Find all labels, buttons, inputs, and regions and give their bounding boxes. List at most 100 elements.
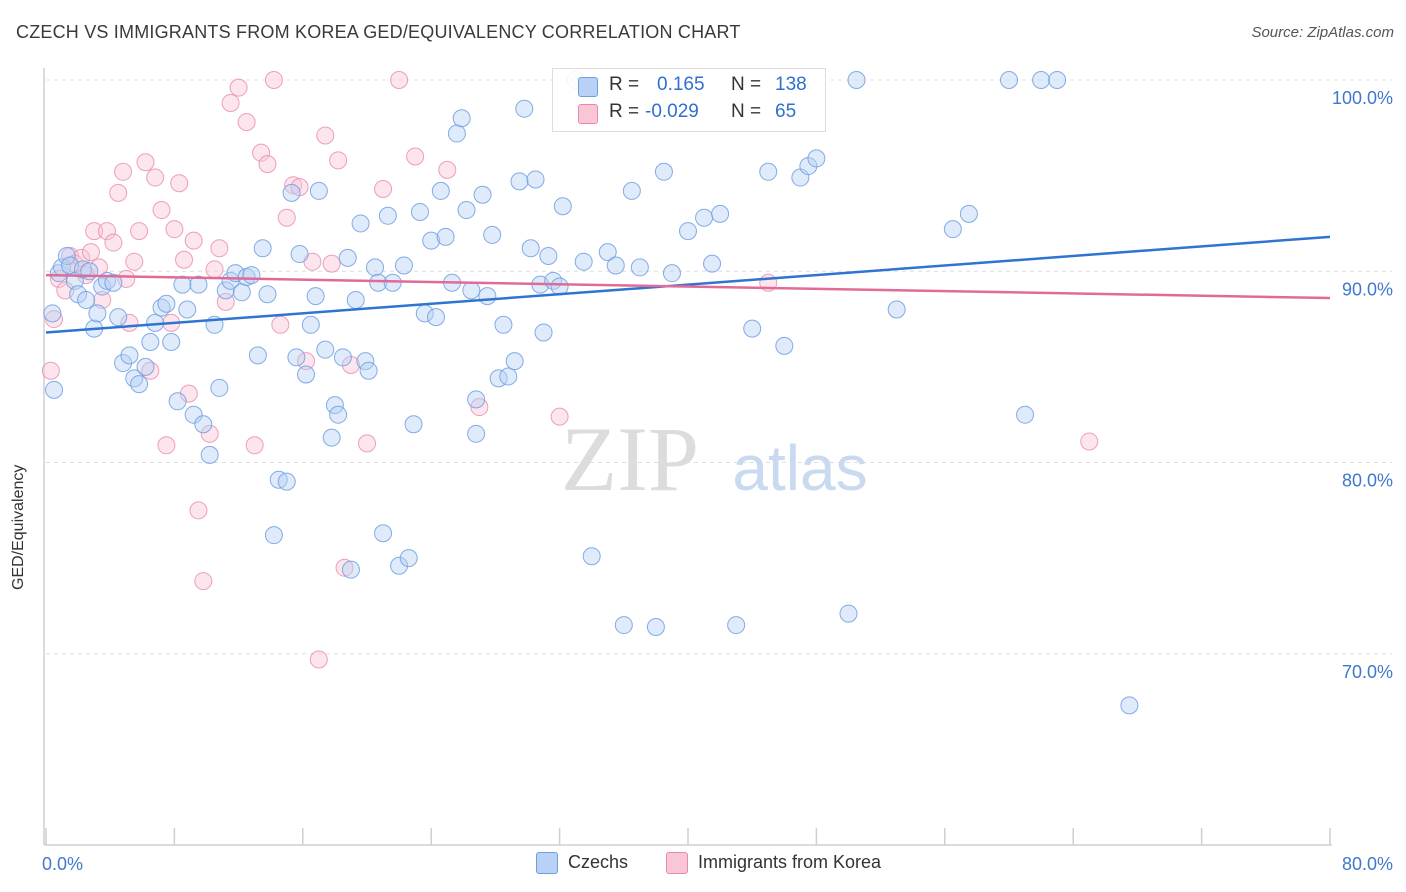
czech-point [473,185,492,204]
czechs-trend-line [45,235,1331,334]
czech-point [839,604,858,623]
czech-point [346,290,365,309]
korea-point [229,78,248,97]
czech-point [695,208,714,227]
korea-point [271,315,290,334]
czech-point [505,352,524,371]
czech-point [168,392,187,411]
czech-point [467,424,486,443]
czechs-legend-label: Czechs [568,852,629,872]
korea-point [264,71,283,89]
czech-point [309,181,328,200]
korea-point [210,239,229,258]
czech-point [57,246,76,265]
korea-point [277,208,296,227]
stats-legend: R = 0.165 N = 138 R = -0.029 N = 65 [552,68,826,132]
czech-point [662,264,681,283]
y-tick-label: 90.0% [1342,279,1393,299]
korea-point [322,254,341,273]
czech-point [329,405,348,424]
czech-point [521,239,540,258]
czech-point [114,354,133,373]
czech-point [287,348,306,367]
czech-point [847,71,866,89]
czech-point [574,252,593,271]
czech-point [374,524,393,543]
source-note: Source: ZipAtlas.com [1251,24,1394,41]
x-tick-label: 0.0% [42,854,83,874]
korea-point [221,93,240,112]
czech-point [1120,696,1139,715]
czech-point [109,308,128,327]
czech-point [356,352,375,371]
czech-point [136,357,155,376]
czech-point [366,258,385,277]
korea-point [200,424,219,443]
czech-point [646,617,665,636]
gridlines [46,79,1392,655]
czech-point [264,526,283,545]
czech-point [43,304,62,323]
czech-point [399,549,418,568]
czech-point [526,170,545,189]
korea-point [358,434,376,453]
czech-point [333,348,352,367]
czech-point [258,285,277,304]
czech-point [431,181,450,200]
korea-point [41,361,60,380]
korea-point [114,162,133,181]
korea-point [152,201,171,220]
legend-row-korea: R = -0.029 N = 65 [553,101,825,127]
czech-point [322,428,341,447]
korea-point [85,222,104,241]
korea-point [125,252,144,271]
korea-point [81,243,100,262]
korea-point [130,222,149,241]
czech-point [436,227,455,246]
czech-point [301,315,320,334]
czech-point [467,390,486,409]
czech-point [141,333,160,352]
czech-point [216,281,235,300]
czech-point [189,275,208,294]
korea-point [406,147,425,166]
czechs-legend-swatch [536,852,558,874]
korea-point [374,180,393,199]
czech-point [290,245,309,264]
czech-point [383,273,402,292]
czech-point [306,287,325,306]
czech-point [743,319,762,338]
czech-point [494,315,513,334]
czech-point [711,204,730,223]
czech-point [807,149,826,168]
x-tick-label: 80.0% [1342,854,1393,874]
czech-point [447,124,466,143]
trend-lines [45,235,1331,334]
watermark-zip: ZIP [561,408,699,510]
korea-point [205,260,224,279]
korea-point [245,436,264,455]
czech-point [553,197,572,216]
korea-point [390,71,409,89]
czech-point [359,361,378,380]
r-value: 0.165 [657,74,705,95]
czech-point [759,162,778,181]
n-value: 138 [775,74,807,95]
czech-point [614,616,633,635]
czech-point [316,340,335,359]
czech-point [422,231,441,250]
korea-point [284,176,303,195]
czech-point [390,556,409,575]
czech-point [727,616,746,635]
czech-point [582,547,601,566]
czech-point [887,300,906,319]
czech-point [630,258,649,277]
czech-point [1032,71,1051,89]
czech-point [73,260,92,279]
czech-point [462,281,481,300]
korea-point [136,153,155,172]
korea-point [109,183,128,202]
czech-point [550,277,569,296]
czech-point [478,287,497,306]
korea-point [252,143,271,162]
